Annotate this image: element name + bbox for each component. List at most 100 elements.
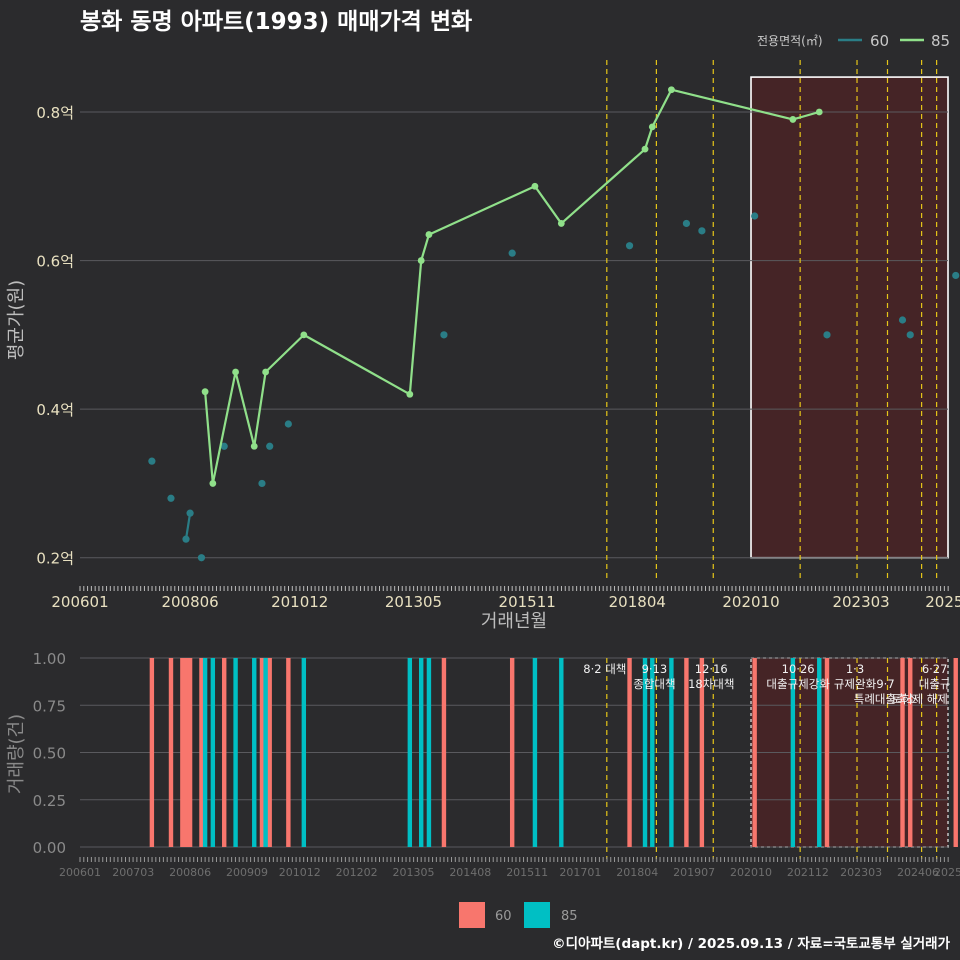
policy-label: 특례대출축소	[854, 692, 917, 706]
series-85-line	[204, 88, 820, 485]
policy-label: 9·13	[642, 662, 668, 676]
series-60-point	[167, 494, 175, 502]
series-60-point	[284, 420, 292, 428]
policy-label: 대출규	[919, 677, 951, 691]
volume-legend-label-60: 60	[495, 909, 512, 924]
series-60-point	[682, 219, 691, 228]
legend-box-60	[459, 902, 485, 928]
series-60-point	[440, 331, 448, 339]
volume-x-tick-label: 200601	[59, 866, 101, 879]
policy-label: 18차대책	[688, 677, 734, 691]
x-tick-label: 201012	[271, 593, 328, 611]
series-85-point	[250, 442, 258, 450]
volume-x-tick-label: 201804	[616, 866, 658, 879]
policy-label: 대출규제강화	[766, 677, 830, 691]
volume-x-tick-label: 200703	[112, 866, 154, 879]
volume-bar-60	[752, 658, 757, 847]
x-tick-label: 201305	[385, 593, 442, 611]
volume-x-tick-label: 201408	[449, 866, 491, 879]
x-tick-label: 200601	[51, 593, 108, 611]
policy-label: 10·26	[782, 662, 815, 676]
volume-bar-60	[149, 658, 155, 847]
volume-bar-60	[187, 658, 193, 847]
series-60-point	[148, 457, 156, 465]
volume-bar-60	[286, 658, 291, 847]
volume-bar-85	[650, 658, 655, 847]
y-tick-label: 0.6억	[36, 253, 74, 271]
volume-x-tick-label: 202010	[730, 866, 772, 879]
volume-bar-85	[426, 658, 432, 847]
volume-x-tick-label: 202112	[787, 866, 829, 879]
footer-credit: ©디아파트(dapt.kr) / 2025.09.13 / 자료=국토교통부 실…	[552, 935, 950, 952]
price-panel: 0.2억 0.4억 0.6억 0.8억 200601 200806 201012 201305…	[6, 32, 960, 632]
policy-label: 12·16	[695, 662, 728, 676]
volume-bar-85	[252, 658, 257, 847]
series-60-point	[220, 442, 228, 450]
series-85-point	[425, 231, 433, 238]
volume-bar-85	[202, 658, 208, 847]
series-60-point	[182, 535, 190, 543]
volume-x-tick-label: 201511	[506, 866, 548, 879]
series-60-point	[186, 509, 194, 517]
y-axis-title: 평균가(원)	[6, 280, 27, 360]
legend-label-60: 60	[870, 32, 889, 50]
volume-bar-85	[301, 658, 307, 847]
series-60-point	[952, 271, 960, 280]
volume-panel: 0.000.250.500.751.008·2 대책 9·13종합대책12·161…	[6, 650, 960, 928]
volume-bar-60	[684, 658, 689, 847]
series-60-point	[823, 331, 831, 339]
volume-bar-60	[900, 658, 905, 847]
y-tick-label: 0.2억	[36, 550, 74, 568]
x-tick-label: 201804	[609, 593, 666, 611]
volume-x-tick-label: 201701	[559, 866, 601, 879]
volume-x-tick-label: 201907	[673, 866, 715, 879]
volume-bar-85	[263, 658, 268, 847]
volume-bar-60	[441, 658, 447, 847]
series-85-point	[668, 86, 675, 94]
policy-label: 6·27	[922, 662, 948, 676]
policy-label: 토허제 해제	[891, 692, 948, 706]
price-legend: 전용면적(㎡) 60 85	[757, 32, 950, 50]
volume-y-tick-label: 0.00	[33, 839, 66, 857]
y-tick-label: 0.8억	[36, 104, 74, 122]
highlight-region	[750, 76, 949, 559]
volume-bar-60	[824, 658, 830, 847]
legend-title: 전용면적(㎡)	[757, 34, 823, 48]
volume-y-tick-label: 0.50	[33, 745, 66, 763]
volume-bar-60	[908, 658, 913, 847]
policy-label: 1·3	[846, 662, 864, 676]
volume-bar-85	[790, 658, 796, 847]
series-85-point	[815, 108, 823, 116]
series-85-point	[232, 368, 239, 376]
volume-x-tick-label: 2025	[934, 866, 960, 879]
volume-x-tick-label: 201305	[392, 866, 434, 879]
volume-x-tick-label: 202303	[840, 866, 882, 879]
volume-bar-85	[669, 658, 674, 847]
series-85-point	[557, 220, 565, 227]
volume-bar-85	[407, 658, 413, 847]
volume-x-tick-label: 202406	[897, 866, 939, 879]
series-85-point	[300, 331, 308, 339]
volume-y-axis-title: 거래량(건)	[6, 714, 27, 794]
x-axis-title: 거래년월	[481, 611, 547, 632]
series-85-point	[789, 116, 797, 123]
series-60-point	[698, 227, 706, 235]
series-85-point	[209, 480, 217, 487]
series-85-point	[648, 123, 656, 131]
x-tick-label: 201511	[499, 593, 556, 611]
legend-label-85: 85	[931, 32, 950, 50]
x-tick-label: 2025	[925, 593, 960, 611]
volume-bar-85	[817, 658, 822, 847]
series-60-point	[906, 331, 914, 339]
volume-y-tick-label: 1.00	[33, 650, 66, 668]
series-85-point	[531, 182, 539, 190]
volume-bar-85	[233, 658, 238, 847]
x-tick-label: 202303	[832, 593, 889, 611]
series-60-point	[266, 442, 274, 450]
x-tick-label: 200806	[161, 593, 218, 611]
volume-bar-60	[199, 658, 204, 847]
volume-bar-60	[222, 658, 227, 847]
policy-label: 종합대책	[633, 677, 675, 691]
